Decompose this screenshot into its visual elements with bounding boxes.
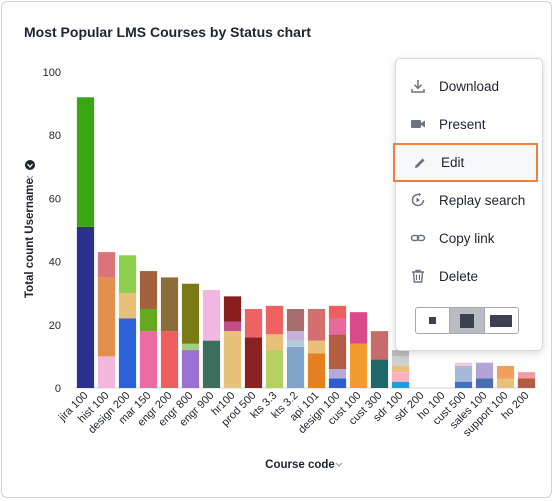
- bar-segment: [328, 369, 347, 379]
- bar-segment: [76, 226, 95, 388]
- bar-segment: [118, 318, 137, 388]
- bar-segment: [118, 255, 137, 294]
- bar-segment: [391, 381, 410, 388]
- bar-segment: [496, 378, 515, 388]
- large-size-icon: [490, 314, 513, 327]
- bar-segment: [349, 312, 368, 344]
- y-tick-label: 20: [49, 320, 61, 332]
- bar-segment: [475, 378, 494, 388]
- y-tick-label: 40: [49, 257, 61, 269]
- bar-segment: [244, 309, 263, 338]
- replay-icon: [410, 192, 426, 208]
- bar-segment: [328, 334, 347, 370]
- bar-segment: [370, 331, 389, 360]
- bar-segment: [139, 309, 158, 332]
- y-axis-label: Total count Username: [24, 178, 36, 298]
- bar-segment: [118, 293, 137, 319]
- pencil-icon: [412, 155, 428, 171]
- menu-item-delete[interactable]: Delete: [396, 258, 542, 294]
- bar-segment: [286, 340, 305, 347]
- bar-segment: [202, 290, 221, 341]
- bar-segment: [475, 362, 494, 379]
- bar-segment: [496, 365, 515, 379]
- menu-item-label: Edit: [441, 155, 465, 170]
- y-tick-label: 100: [43, 67, 61, 79]
- bar-segment: [391, 350, 410, 357]
- bar-segment: [244, 337, 263, 388]
- sort-icon: [25, 160, 35, 170]
- menu-item-replay-search[interactable]: Replay search: [396, 182, 542, 218]
- chart-title: Most Popular LMS Courses by Status chart: [24, 24, 312, 40]
- chevron-down-icon: [26, 175, 34, 180]
- bar-segment: [454, 381, 473, 388]
- bar-segment: [181, 283, 200, 344]
- bar-segment: [454, 362, 473, 366]
- size-medium-button[interactable]: [449, 308, 484, 333]
- bar-segment: [517, 378, 536, 388]
- bar-segment: [286, 346, 305, 388]
- menu-item-label: Download: [439, 78, 500, 94]
- bar-segment: [265, 350, 284, 388]
- x-axis-label: Course code: [265, 459, 335, 471]
- bar-segment: [307, 340, 326, 354]
- bar-segment: [181, 343, 200, 351]
- size-large-button[interactable]: [483, 308, 518, 333]
- trash-icon: [410, 268, 426, 284]
- bar-segment: [391, 356, 410, 366]
- video-icon: [410, 116, 426, 132]
- bar-segment: [391, 365, 410, 373]
- y-tick-label: 80: [49, 130, 61, 142]
- bar-segment: [328, 318, 347, 335]
- bar-segment: [328, 305, 347, 319]
- link-icon: [410, 230, 426, 246]
- bar-segment: [202, 340, 221, 388]
- small-size-icon: [429, 317, 437, 324]
- bar-segment: [76, 97, 95, 227]
- bar-segment: [181, 350, 200, 388]
- y-tick-label: 60: [49, 193, 61, 205]
- bar-segment: [139, 331, 158, 388]
- download-icon: [410, 78, 426, 94]
- bar-segment: [160, 331, 179, 388]
- context-menu: Download Present Edit Replay search Copy…: [393, 58, 543, 351]
- menu-item-label: Present: [439, 116, 486, 132]
- menu-item-label: Delete: [439, 268, 479, 284]
- bar-segment: [391, 372, 410, 382]
- bar-segment: [370, 359, 389, 388]
- bar-segment: [223, 331, 242, 388]
- size-selector: [415, 307, 519, 334]
- size-small-button[interactable]: [416, 308, 449, 333]
- bar-segment: [265, 305, 284, 335]
- bar-segment: [454, 365, 473, 382]
- menu-item-copy-link[interactable]: Copy link: [396, 220, 542, 256]
- bar-segment: [97, 356, 116, 388]
- menu-item-edit[interactable]: Edit: [393, 143, 538, 182]
- menu-item-present[interactable]: Present: [396, 106, 542, 142]
- bar-segment: [307, 353, 326, 388]
- bar-segment: [97, 252, 116, 278]
- bar-segment: [286, 309, 305, 332]
- menu-item-label: Replay search: [439, 192, 526, 208]
- bar-segment: [286, 331, 305, 341]
- bar-segment: [349, 343, 368, 388]
- medium-size-icon: [459, 313, 474, 328]
- chevron-down-icon: [335, 462, 343, 467]
- bar-segment: [139, 271, 158, 309]
- bar-segment: [97, 277, 116, 357]
- bar-segment: [328, 378, 347, 388]
- bar-segment: [517, 372, 536, 379]
- bar-segment: [223, 321, 242, 332]
- bar-segment: [307, 309, 326, 341]
- y-tick-label: 0: [55, 383, 61, 395]
- sort-arrow-icon: [27, 163, 33, 169]
- bar-segment: [223, 296, 242, 322]
- bar-segment: [265, 334, 284, 351]
- bar-segment: [160, 277, 179, 332]
- menu-item-label: Copy link: [439, 230, 495, 246]
- menu-item-download[interactable]: Download: [396, 68, 542, 104]
